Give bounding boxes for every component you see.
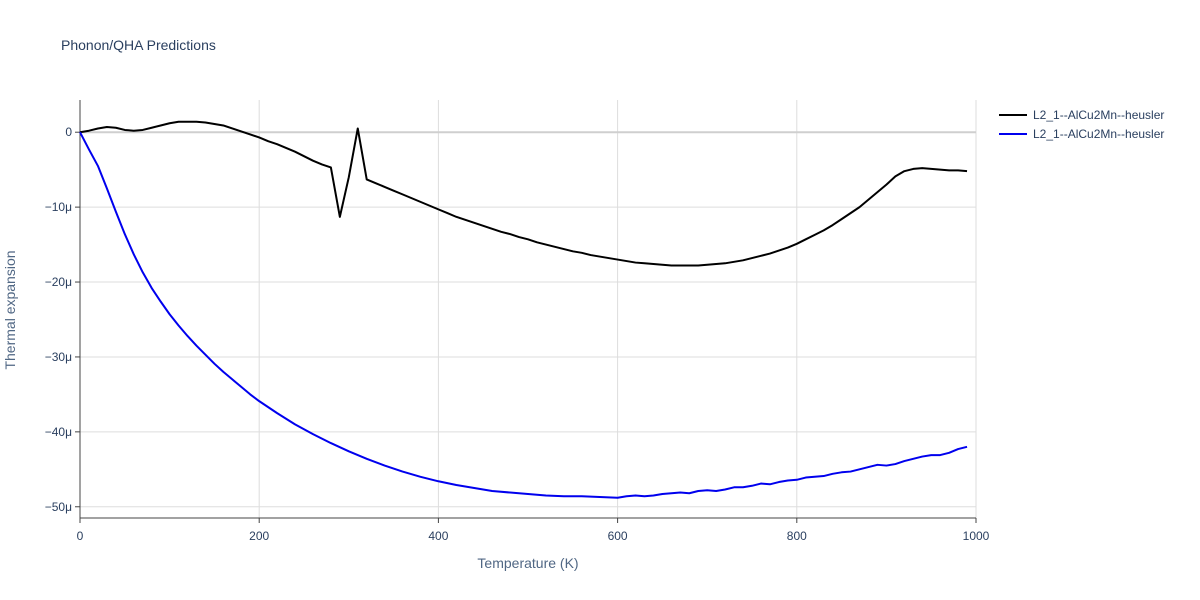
- plot-area: [79, 120, 968, 499]
- series-line-1[interactable]: [79, 120, 968, 267]
- legend-item-2[interactable]: L2_1--AlCu2Mn--heusler: [999, 127, 1164, 141]
- legend[interactable]: L2_1--AlCu2Mn--heusler L2_1--AlCu2Mn--heu…: [999, 108, 1164, 141]
- y-tick-label: 0: [65, 125, 72, 139]
- y-tick-label: −30μ: [45, 350, 72, 364]
- y-tick-label: −20μ: [45, 275, 72, 289]
- x-tick-label: 0: [77, 529, 84, 543]
- y-tick-label: −50μ: [45, 500, 72, 514]
- legend-label: L2_1--AlCu2Mn--heusler: [1033, 108, 1164, 122]
- x-tick-label: 600: [608, 529, 628, 543]
- y-axis-title: Thermal expansion: [2, 250, 18, 369]
- grid-lines: [80, 100, 977, 518]
- legend-item-1[interactable]: L2_1--AlCu2Mn--heusler: [999, 108, 1164, 122]
- legend-label: L2_1--AlCu2Mn--heusler: [1033, 127, 1164, 141]
- x-tick-label: 800: [787, 529, 807, 543]
- tick-labels: 0 200 400 600 800 1000 0 −10μ −20μ −30μ −40μ −50μ: [45, 125, 990, 543]
- x-axis-title: Temperature (K): [477, 555, 578, 571]
- x-tick-label: 400: [428, 529, 448, 543]
- x-tick-label: 1000: [963, 529, 990, 543]
- chart-title: Phonon/QHA Predictions: [61, 37, 216, 53]
- x-tick-label: 200: [249, 529, 269, 543]
- axes: [75, 100, 977, 523]
- y-tick-label: −40μ: [45, 425, 72, 439]
- series-line-2[interactable]: [79, 131, 968, 499]
- y-tick-label: −10μ: [45, 200, 72, 214]
